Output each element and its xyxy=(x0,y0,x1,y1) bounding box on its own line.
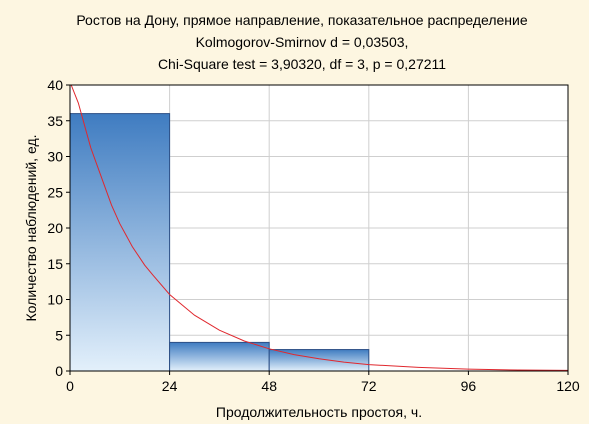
x-tick-label-3: 72 xyxy=(361,378,377,394)
x-tick-label-1: 24 xyxy=(162,378,178,394)
y-tick-label-1: 5 xyxy=(55,327,63,343)
histogram-bar-1 xyxy=(169,341,270,372)
y-tick-label-4: 20 xyxy=(47,220,63,236)
x-axis-ticks: 0 24 48 72 96 120 xyxy=(66,371,580,394)
y-tick-label-8: 40 xyxy=(47,77,63,93)
chart-title-line-2: Kolmogorov-Smirnov d = 0,03503, xyxy=(196,34,409,50)
fit-curve-group xyxy=(70,85,568,371)
fit-curve xyxy=(70,85,568,371)
x-axis-label: Продолжительность простоя, ч. xyxy=(216,404,422,420)
y-axis-label: Количество наблюдений, ед. xyxy=(23,135,39,322)
x-tick-label-2: 48 xyxy=(261,378,277,394)
x-tick-label-5: 120 xyxy=(556,378,580,394)
x-tick-label-0: 0 xyxy=(66,378,74,394)
histogram-bar-0 xyxy=(69,113,171,372)
chart-title-line-3: Chi-Square test = 3,90320, df = 3, p = 0… xyxy=(158,56,446,72)
y-tick-label-6: 30 xyxy=(47,149,63,165)
y-axis-ticks: 0 5 10 15 20 25 30 35 40 xyxy=(47,77,70,379)
y-tick-label-3: 15 xyxy=(47,256,63,272)
x-tick-label-4: 96 xyxy=(461,378,477,394)
chart-title-line-1: Ростов на Дону, прямое направление, пока… xyxy=(76,12,528,28)
y-tick-label-5: 25 xyxy=(47,184,63,200)
y-tick-label-7: 35 xyxy=(47,113,63,129)
y-tick-label-2: 10 xyxy=(47,292,63,308)
y-tick-label-0: 0 xyxy=(55,363,63,379)
